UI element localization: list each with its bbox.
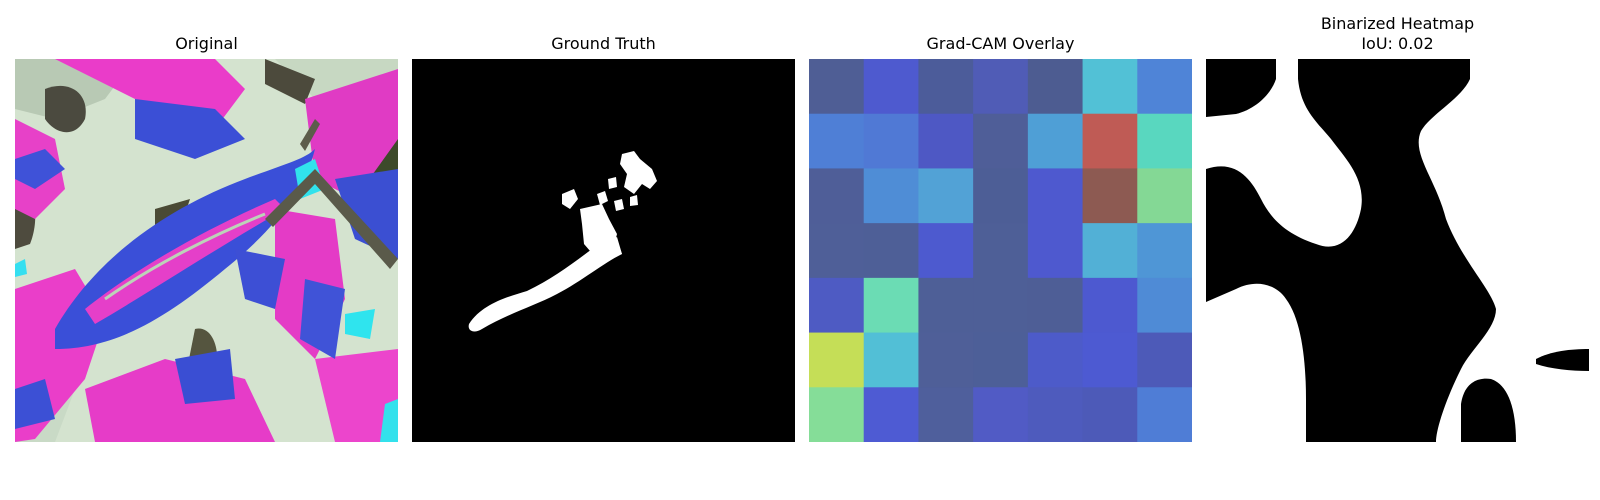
gradcam-cell xyxy=(1137,223,1192,279)
gradcam-cell xyxy=(1137,168,1192,224)
gradcam-cell xyxy=(973,59,1029,115)
gradcam-cell xyxy=(1082,277,1138,334)
gradcam-cell xyxy=(809,332,865,388)
binarized-heatmap xyxy=(1206,59,1589,442)
gradcam-cell xyxy=(863,223,919,279)
gradcam-cell xyxy=(809,59,865,115)
binarized-title-text: Binarized Heatmap xyxy=(1320,14,1475,33)
binarized-title: Binarized Heatmap IoU: 0.02 xyxy=(1206,14,1589,54)
gradcam-cell xyxy=(918,277,974,334)
gradcam-cell xyxy=(918,223,974,279)
iou-label: IoU: 0.02 xyxy=(1361,34,1434,53)
gradcam-cell xyxy=(973,277,1029,334)
gradcam-cell xyxy=(863,387,919,442)
gradcam-cell xyxy=(809,387,865,442)
gradcam-cell xyxy=(973,168,1029,224)
gradcam-cell xyxy=(1137,113,1192,169)
gradcam-cell xyxy=(1137,277,1192,334)
gradcam-cell xyxy=(1137,59,1192,115)
gradcam-cell xyxy=(809,113,865,169)
gradcam-cell xyxy=(973,223,1029,279)
gradcam-cell xyxy=(1027,59,1084,115)
gradcam-overlay xyxy=(809,59,1192,442)
gradcam-cell xyxy=(863,113,919,169)
gradcam-cell xyxy=(918,387,974,442)
gradcam-cell xyxy=(863,277,919,334)
gradcam-cell xyxy=(1082,59,1138,115)
gradcam-cell xyxy=(1137,332,1192,388)
gradcam-title: Grad-CAM Overlay xyxy=(926,34,1075,53)
gradcam-grid xyxy=(809,59,1192,442)
gradcam-cell xyxy=(973,113,1029,169)
gradcam-cell xyxy=(863,59,919,115)
gradcam-cell xyxy=(1082,168,1138,224)
gradcam-cell xyxy=(809,277,865,334)
gradcam-cell xyxy=(863,332,919,388)
gradcam-cell xyxy=(1082,387,1138,442)
gradcam-cell xyxy=(918,59,974,115)
gradcam-cell xyxy=(918,113,974,169)
gradcam-cell xyxy=(1027,387,1084,442)
gradcam-cell xyxy=(1082,332,1138,388)
original-title: Original xyxy=(175,34,238,53)
gradcam-cell xyxy=(1137,387,1192,442)
gradcam-cell xyxy=(809,223,865,279)
gradcam-cell xyxy=(973,332,1029,388)
gradcam-cell xyxy=(1082,113,1138,169)
gradcam-cell xyxy=(1082,223,1138,279)
gradcam-cell xyxy=(1027,277,1084,334)
gradcam-cell xyxy=(1027,223,1084,279)
gradcam-cell xyxy=(918,168,974,224)
ground-truth-mask xyxy=(412,59,795,442)
ground-truth-title: Ground Truth xyxy=(551,34,656,53)
gradcam-cell xyxy=(918,332,974,388)
gradcam-cell xyxy=(863,168,919,224)
gradcam-cell xyxy=(809,168,865,224)
gradcam-cell xyxy=(1027,113,1084,169)
gradcam-cell xyxy=(1027,332,1084,388)
original-image xyxy=(15,59,398,442)
gradcam-cell xyxy=(973,387,1029,442)
gradcam-cell xyxy=(1027,168,1084,224)
